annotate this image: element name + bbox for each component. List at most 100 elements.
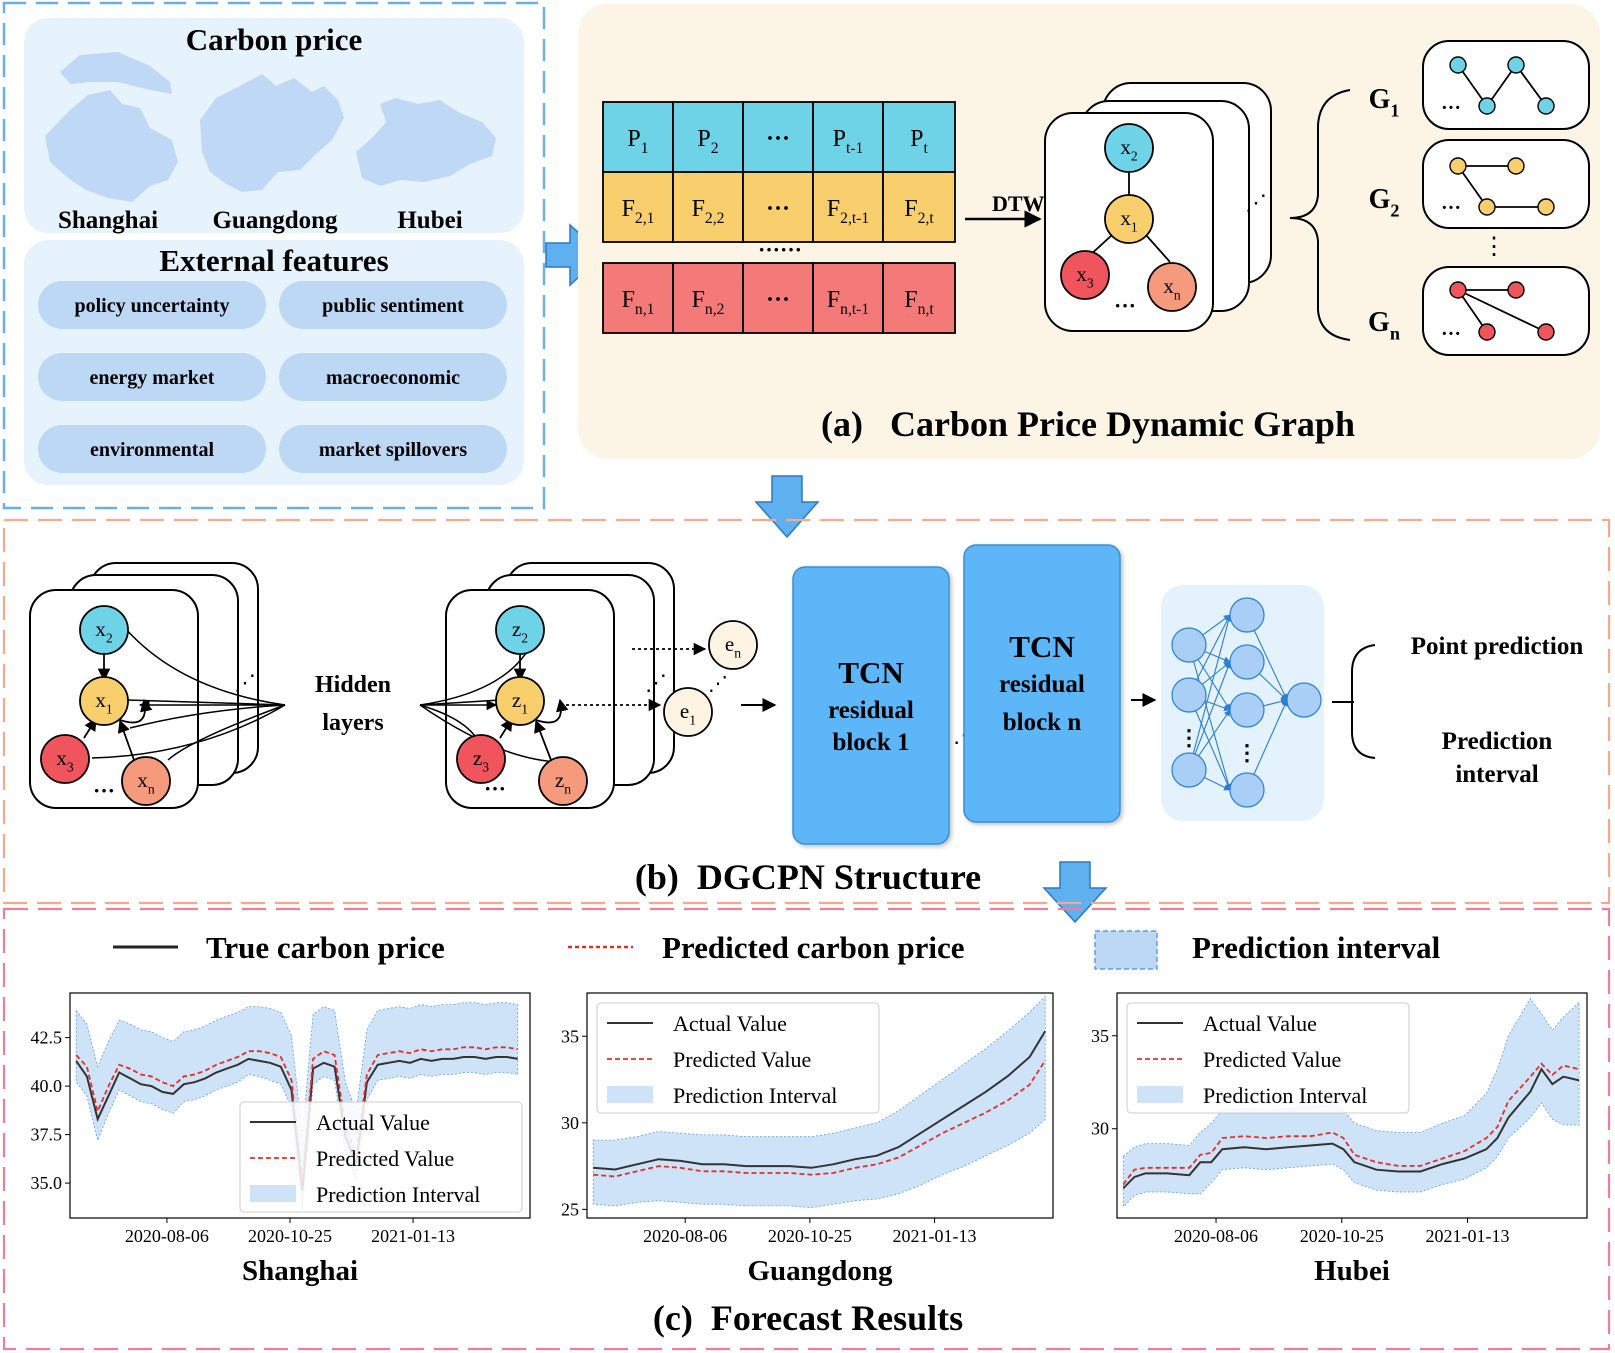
feature-pill: energy market bbox=[38, 353, 266, 401]
forecast-chart-1: 25 30 35 2020-08-06 2020-10-25 2021-01-13 Actu… bbox=[561, 992, 1054, 1287]
matrix-cell bbox=[812, 262, 884, 334]
mlp-ellipsis: ⋮ bbox=[1236, 740, 1258, 765]
x-tick-label: 2020-10-25 bbox=[1300, 1226, 1384, 1246]
matrix-cell bbox=[812, 171, 884, 243]
input-node bbox=[79, 605, 129, 655]
legend-prediction-interval: Prediction interval bbox=[1192, 930, 1441, 965]
mlp-neuron bbox=[1229, 597, 1265, 633]
matrix-cell-label: Fn,t-1 bbox=[827, 287, 869, 318]
stack-ellipsis: ⋰ bbox=[645, 670, 667, 695]
tcn-block-n-label: residual bbox=[999, 671, 1085, 698]
graph-node bbox=[1147, 262, 1197, 312]
matrix-cell-label: ··· bbox=[766, 126, 790, 152]
tcn-block-1-label: residual bbox=[828, 697, 914, 724]
tcn-block-1 bbox=[792, 566, 950, 845]
matrix-cell bbox=[742, 101, 814, 173]
legend-entry: Predicted Value bbox=[316, 1146, 454, 1171]
node-ellipsis: ··· bbox=[484, 776, 506, 801]
subgraph-ellipsis: ··· bbox=[1441, 323, 1461, 345]
prediction-interval-label: interval bbox=[1455, 761, 1538, 788]
legend-entry: Actual Value bbox=[316, 1110, 430, 1135]
panel-c: True carbon price Predicted carbon price… bbox=[2, 907, 1611, 1351]
tcn-block-n bbox=[963, 544, 1121, 823]
matrix-cell-label: Pt bbox=[910, 126, 928, 157]
point-prediction-label: Point prediction bbox=[1411, 633, 1584, 660]
mlp-neuron bbox=[1286, 682, 1322, 718]
legend-entry: Prediction Interval bbox=[316, 1182, 480, 1207]
svg-text:public sentiment: public sentiment bbox=[322, 295, 464, 317]
panel-a: P1 P2 ··· Pt-1 Pt F2,1 F2,2 ··· F2,t-1 F2,t Fn,1 Fn… bbox=[578, 4, 1600, 459]
matrix-cell-label: F2,t bbox=[904, 196, 934, 227]
subgraph-node bbox=[1478, 198, 1496, 216]
chart-frame bbox=[586, 992, 1054, 1219]
node-ellipsis: ··· bbox=[1114, 293, 1136, 318]
graph-label: G2 bbox=[1369, 184, 1400, 220]
panel-a-caption: (a) Carbon Price Dynamic Graph bbox=[821, 404, 1355, 444]
svg-text:policy uncertainty: policy uncertainty bbox=[75, 295, 230, 317]
x-tick-label: 2020-10-25 bbox=[248, 1226, 332, 1246]
legend-entry: Actual Value bbox=[1203, 1011, 1317, 1036]
input-node-label: x1 bbox=[95, 688, 112, 716]
subgraph-node bbox=[1537, 198, 1555, 216]
shanghai-map bbox=[45, 52, 178, 202]
block-arrow-down bbox=[1042, 861, 1108, 924]
matrix-cell-label: P2 bbox=[697, 126, 718, 157]
x-tick-label: 2020-08-06 bbox=[1174, 1226, 1258, 1246]
x-tick-label: 2020-08-06 bbox=[125, 1226, 209, 1246]
legend-entry: Actual Value bbox=[673, 1011, 787, 1036]
graph-node-label: x1 bbox=[1120, 206, 1137, 234]
graph-label: Gn bbox=[1368, 307, 1400, 343]
embedding-node bbox=[708, 620, 758, 670]
chart-legend: Actual Value Predicted Value Prediction In… bbox=[239, 1101, 523, 1213]
graph-node bbox=[1104, 123, 1154, 173]
predicted-line bbox=[1122, 1062, 1580, 1186]
node-ellipsis: ··· bbox=[93, 778, 115, 803]
tcn-block-1-label: TCN bbox=[838, 655, 903, 690]
brace bbox=[1289, 89, 1351, 341]
matrix-cell bbox=[742, 262, 814, 334]
hidden-node-label: z2 bbox=[512, 617, 528, 645]
matrix-cell-label: P1 bbox=[627, 126, 648, 157]
prediction-interval-label: Prediction bbox=[1442, 728, 1553, 755]
mlp-neuron bbox=[1229, 692, 1265, 728]
graph-node-label: x2 bbox=[1120, 135, 1138, 163]
graph-node bbox=[1104, 194, 1154, 244]
y-tick-label: 35 bbox=[1091, 1026, 1109, 1046]
feature-pill: market spillovers bbox=[279, 425, 507, 473]
matrix-cell bbox=[602, 262, 674, 334]
graph-vdots: ⋮ bbox=[1482, 234, 1506, 260]
y-tick-label: 25 bbox=[561, 1199, 579, 1219]
matrix-cell-label: ··· bbox=[766, 196, 790, 222]
embedding-node-label: en bbox=[725, 632, 741, 660]
subgraph-node bbox=[1507, 157, 1525, 175]
svg-text:environmental: environmental bbox=[90, 439, 215, 461]
external-features-title: External features bbox=[159, 243, 388, 278]
subgraph-node bbox=[1507, 56, 1525, 74]
region-label-hubei: Hubei bbox=[397, 207, 462, 234]
matrix-cell-label: F2,1 bbox=[622, 196, 655, 227]
panel-c-caption: (c) Forecast Results bbox=[653, 1298, 963, 1338]
matrix-cell bbox=[672, 262, 744, 334]
forecast-chart-2: 30 35 2020-08-06 2020-10-25 2021-01-13 Actual… bbox=[1091, 992, 1588, 1287]
subgraph-node bbox=[1478, 97, 1496, 115]
subgraph-ellipsis: ··· bbox=[1441, 197, 1461, 219]
svg-text:energy market: energy market bbox=[90, 367, 215, 389]
matrix-cell-label: Fn,2 bbox=[692, 287, 725, 318]
input-node bbox=[121, 756, 171, 806]
input-node-label: x2 bbox=[95, 617, 113, 645]
tcn-block-n-label: TCN bbox=[1009, 629, 1074, 664]
hidden-node-label: z3 bbox=[473, 746, 489, 774]
subgraph-node bbox=[1537, 97, 1555, 115]
svg-text:macroeconomic: macroeconomic bbox=[326, 367, 460, 389]
y-tick-label: 35.0 bbox=[31, 1173, 63, 1193]
hidden-layers-label: layers bbox=[322, 710, 383, 736]
input-node bbox=[79, 676, 129, 726]
mlp-ellipsis: ⋮ bbox=[1178, 725, 1200, 750]
output-brace bbox=[1351, 644, 1376, 759]
matrix-cell-label: ··· bbox=[766, 287, 790, 313]
legend-true-price: True carbon price bbox=[206, 930, 445, 965]
subgraph-node bbox=[1449, 157, 1467, 175]
interval-band bbox=[1122, 997, 1580, 1208]
stack-ellipsis: ⋰ bbox=[1245, 190, 1267, 215]
feature-pill: public sentiment bbox=[279, 281, 507, 329]
